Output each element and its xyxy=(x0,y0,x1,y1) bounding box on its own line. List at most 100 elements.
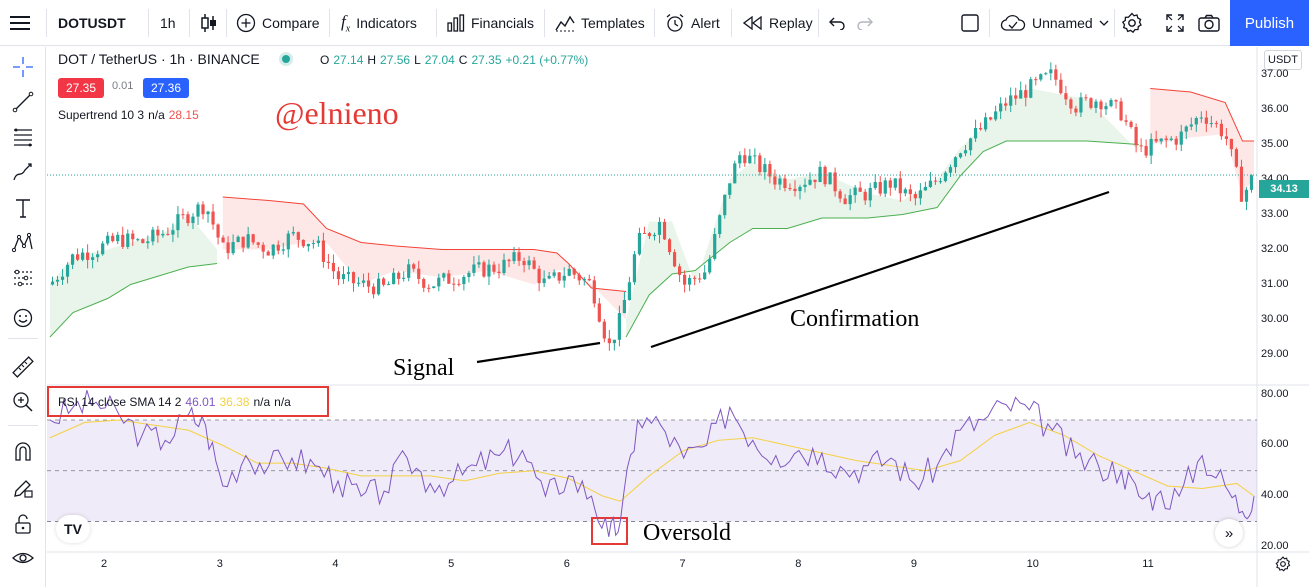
rewind-icon xyxy=(743,16,762,30)
magnet-icon[interactable] xyxy=(6,437,40,467)
supertrend-legend[interactable]: Supertrend 10 3 n/a 28.15 xyxy=(58,108,199,122)
crosshair-tool-icon[interactable] xyxy=(6,52,40,82)
candle-up xyxy=(973,128,978,139)
chart-canvas[interactable] xyxy=(47,47,1309,587)
candle-up xyxy=(467,272,471,277)
supertrend-name: Supertrend 10 3 xyxy=(58,108,145,122)
candle-down xyxy=(156,229,160,236)
candle-down xyxy=(201,204,205,215)
candle-up xyxy=(567,268,571,276)
interval-button[interactable]: 1h xyxy=(150,0,186,46)
divider xyxy=(544,9,545,37)
scroll-to-realtime-button[interactable]: » xyxy=(1215,519,1243,547)
candle-up xyxy=(753,155,757,157)
financials-button[interactable]: Financials xyxy=(437,0,544,46)
publish-label: Publish xyxy=(1244,14,1295,32)
fib-retracement-tool-icon[interactable] xyxy=(6,122,40,152)
divider xyxy=(818,9,819,37)
candle-down xyxy=(181,214,185,216)
candle-up xyxy=(231,242,235,254)
candle-up xyxy=(1109,100,1113,107)
text-tool-icon[interactable] xyxy=(6,193,40,223)
candle-down xyxy=(788,188,792,190)
candle-up xyxy=(387,284,391,286)
currency-button[interactable]: USDT xyxy=(1264,50,1302,70)
ruler-icon[interactable] xyxy=(6,352,40,382)
supertrend-value: 28.15 xyxy=(168,108,199,122)
candle-down xyxy=(492,264,496,272)
alert-button[interactable]: Alert xyxy=(655,0,730,46)
smiley-icon[interactable] xyxy=(6,303,40,333)
templates-button[interactable]: Templates xyxy=(545,0,655,46)
candle-down xyxy=(412,264,416,269)
chart-area[interactable]: DOT / TetherUS · 1h · BINANCE O 27.14 H 27… xyxy=(47,47,1309,587)
supertrend-fill-up xyxy=(50,214,218,337)
candle-down xyxy=(1219,123,1223,137)
candle-up xyxy=(718,215,722,235)
supertrend-na: n/a xyxy=(148,108,165,122)
sell-price-button[interactable]: 27.35 xyxy=(58,78,104,98)
publish-button[interactable]: Publish xyxy=(1230,0,1309,46)
trend-line-tool-icon[interactable] xyxy=(6,87,40,117)
candle-up xyxy=(346,272,351,275)
candle-down xyxy=(397,272,401,279)
settings-button[interactable] xyxy=(1120,0,1144,46)
brush-tool-icon[interactable] xyxy=(6,157,40,187)
candle-down xyxy=(1099,101,1103,110)
candle-up xyxy=(803,184,807,187)
indicators-label: Indicators xyxy=(356,15,417,31)
candle-up xyxy=(627,282,632,301)
candle-up xyxy=(341,274,346,280)
pencil-lock-icon[interactable] xyxy=(6,473,40,503)
divider xyxy=(436,9,437,37)
pattern-tool-icon[interactable] xyxy=(6,228,40,258)
menu-icon[interactable] xyxy=(0,0,40,46)
prediction-tool-icon[interactable] xyxy=(6,263,40,293)
change-value: +0.21 (+0.77%) xyxy=(505,53,589,67)
candle-down xyxy=(537,268,541,284)
zoom-in-icon[interactable] xyxy=(6,387,40,417)
candle-up xyxy=(948,167,953,173)
oversold-annotation: Oversold xyxy=(643,520,731,546)
candle-up xyxy=(733,163,737,184)
candle-down xyxy=(693,277,697,279)
indicators-button[interactable]: fx Indicators xyxy=(331,0,427,46)
candle-down xyxy=(1024,90,1028,98)
chart-type-button[interactable] xyxy=(190,0,228,46)
divider xyxy=(8,425,38,426)
candle-down xyxy=(1139,145,1143,147)
candle-up xyxy=(106,235,110,244)
rsi-legend[interactable]: RSI 14 close SMA 14 2 46.01 36.38 n/a n/… xyxy=(47,386,329,417)
candle-up xyxy=(999,103,1003,112)
candle-down xyxy=(743,155,747,164)
fullscreen-button[interactable] xyxy=(1155,0,1195,46)
redo-button[interactable] xyxy=(850,0,880,46)
replay-button[interactable]: Replay xyxy=(733,0,823,46)
lock-icon[interactable] xyxy=(6,509,40,539)
chart-settings-gear-icon[interactable] xyxy=(1275,556,1295,576)
symbol-search-button[interactable]: DOTUSDT xyxy=(48,0,136,46)
compare-button[interactable]: Compare xyxy=(226,0,330,46)
candle-up xyxy=(562,275,566,281)
candle-up xyxy=(738,155,742,164)
candle-down xyxy=(833,172,837,192)
candle-down xyxy=(933,180,938,182)
candle-down xyxy=(351,272,356,284)
layout-menu-button[interactable]: Unnamed xyxy=(990,0,1119,46)
candle-up xyxy=(55,279,60,282)
candle-up xyxy=(728,183,732,195)
tradingview-logo-icon[interactable]: TV xyxy=(56,515,90,543)
candle-up xyxy=(306,243,310,247)
supertrend-line-down xyxy=(222,196,627,292)
candle-down xyxy=(326,261,331,263)
buy-price-button[interactable]: 27.36 xyxy=(143,78,189,98)
author-watermark: @elnieno xyxy=(275,95,399,131)
snapshot-button[interactable] xyxy=(1188,0,1230,46)
undo-button[interactable] xyxy=(822,0,852,46)
eye-icon[interactable] xyxy=(6,543,40,573)
divider xyxy=(1114,9,1115,37)
candle-down xyxy=(698,278,702,280)
candle-up xyxy=(612,339,616,344)
candle-down xyxy=(226,242,230,254)
fullscreen-window-button[interactable] xyxy=(950,0,990,46)
